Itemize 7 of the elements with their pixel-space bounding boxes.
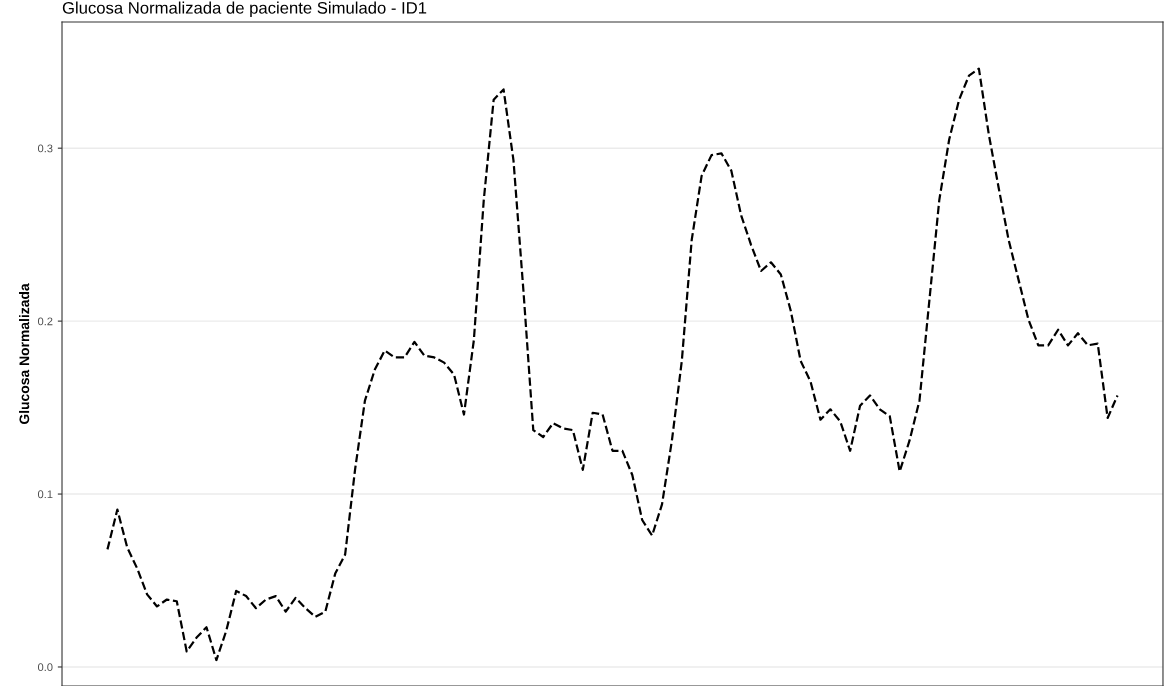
y-tick-label: 0.1 xyxy=(37,490,53,499)
y-axis-title: Glucosa Normalizada xyxy=(19,283,30,425)
chart-title: Glucosa Normalizada de paciente Simulado - ID1 xyxy=(62,1,427,18)
y-tick-label: 0.2 xyxy=(37,317,53,326)
y-tick-label: 0.0 xyxy=(37,663,53,672)
line-series xyxy=(106,67,1119,662)
y-tick-label: 0.3 xyxy=(37,144,53,153)
